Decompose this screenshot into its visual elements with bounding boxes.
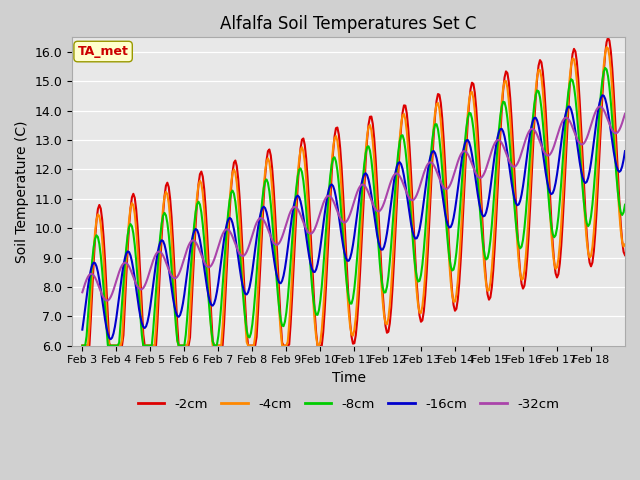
- -16cm: [620, 157, 627, 163]
- -8cm: [79, 343, 86, 348]
- -8cm: [621, 202, 629, 208]
- -4cm: [546, 208, 554, 214]
- -32cm: [79, 289, 86, 295]
- -2cm: [97, 205, 104, 211]
- -8cm: [602, 65, 609, 71]
- Line: -32cm: -32cm: [83, 107, 625, 300]
- -2cm: [604, 35, 612, 40]
- -16cm: [115, 294, 123, 300]
- -32cm: [467, 157, 474, 163]
- -32cm: [547, 150, 555, 156]
- -4cm: [97, 222, 104, 228]
- -16cm: [359, 175, 367, 181]
- -4cm: [603, 44, 611, 50]
- Line: -4cm: -4cm: [83, 47, 625, 346]
- -16cm: [547, 191, 555, 197]
- Text: TA_met: TA_met: [77, 45, 129, 58]
- -2cm: [358, 241, 365, 247]
- Line: -16cm: -16cm: [83, 96, 625, 339]
- -4cm: [465, 97, 473, 103]
- Line: -2cm: -2cm: [83, 37, 625, 346]
- Legend: -2cm, -4cm, -8cm, -16cm, -32cm: -2cm, -4cm, -8cm, -16cm, -32cm: [132, 393, 564, 416]
- Line: -8cm: -8cm: [83, 68, 625, 346]
- -2cm: [114, 343, 122, 348]
- X-axis label: Time: Time: [332, 371, 365, 385]
- -8cm: [465, 110, 473, 116]
- -32cm: [621, 111, 629, 117]
- -4cm: [621, 241, 629, 247]
- -2cm: [618, 238, 626, 244]
- -4cm: [618, 239, 626, 245]
- -2cm: [546, 191, 554, 196]
- -8cm: [97, 252, 104, 258]
- Y-axis label: Soil Temperature (C): Soil Temperature (C): [15, 120, 29, 263]
- -2cm: [621, 252, 629, 258]
- -16cm: [621, 148, 629, 154]
- -16cm: [107, 336, 115, 342]
- -4cm: [114, 343, 122, 348]
- -8cm: [546, 210, 554, 216]
- -8cm: [618, 212, 626, 218]
- -32cm: [620, 116, 627, 121]
- -16cm: [79, 327, 86, 333]
- -32cm: [102, 298, 110, 303]
- -32cm: [596, 104, 604, 109]
- -16cm: [598, 93, 606, 98]
- -4cm: [79, 343, 86, 348]
- -8cm: [114, 343, 122, 348]
- Title: Alfalfa Soil Temperatures Set C: Alfalfa Soil Temperatures Set C: [220, 15, 477, 33]
- -32cm: [359, 181, 367, 187]
- -2cm: [465, 100, 473, 106]
- -16cm: [97, 287, 104, 292]
- -4cm: [358, 220, 365, 226]
- -16cm: [467, 144, 474, 150]
- -32cm: [115, 269, 123, 275]
- -2cm: [79, 343, 86, 348]
- -8cm: [358, 194, 365, 200]
- -32cm: [97, 288, 104, 294]
